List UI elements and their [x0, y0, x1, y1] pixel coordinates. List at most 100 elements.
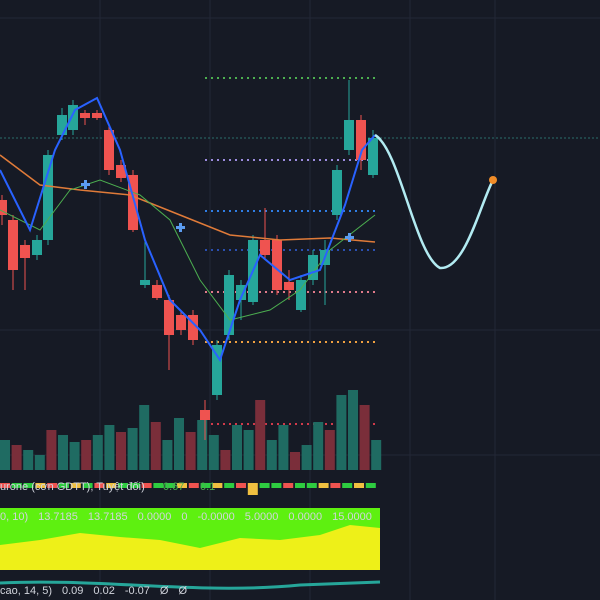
strip-cell — [200, 483, 211, 488]
bottom-row: cao, 14, 5) 0.09 0.02 -0.07 Ø Ø — [0, 585, 187, 597]
volume-bar — [92, 435, 103, 470]
strip-cell — [118, 483, 128, 488]
candle-body — [200, 410, 210, 420]
volume-bar — [301, 445, 312, 470]
panel-area — [0, 525, 380, 570]
strip-cell — [224, 483, 235, 488]
row-value: 0.0000 — [288, 511, 322, 523]
ma-orange — [0, 154, 376, 243]
strip-cell — [342, 483, 353, 488]
row-value: Ø — [178, 585, 187, 597]
strip-cell — [354, 483, 364, 488]
volume — [0, 390, 382, 470]
candle-body — [92, 113, 102, 118]
candle-body — [188, 315, 198, 340]
ma-blue — [0, 96, 376, 363]
strip-cell — [318, 483, 329, 488]
volume-bar — [371, 440, 382, 470]
row-value: 0.02 — [93, 585, 114, 597]
volume-bar — [208, 435, 219, 470]
strip-cell — [247, 483, 258, 495]
candle-body — [224, 275, 234, 335]
volume-bar — [243, 430, 254, 470]
strip-cell — [165, 483, 176, 488]
strip-cell — [295, 483, 305, 488]
volume-bar — [359, 405, 370, 470]
strip-cell — [106, 483, 117, 488]
row-value: 0 — [181, 511, 187, 523]
panel-row: 0, 10) 13.7185 13.7185 0.0000 0 -0.0000 5.0000… — [0, 511, 372, 523]
strip-cell — [177, 483, 187, 488]
strip-cell — [365, 483, 376, 488]
candle-body — [368, 138, 378, 175]
volume-bar — [324, 430, 335, 470]
legend-value: 0.67 — [163, 481, 184, 493]
candle-body — [68, 105, 78, 130]
candle-body — [284, 282, 294, 290]
row-value: 13.7185 — [88, 511, 128, 523]
volume-bar — [11, 445, 22, 470]
volume-bar — [336, 395, 347, 470]
volume-bar — [220, 450, 231, 470]
candle-body — [260, 240, 270, 255]
volume-bar — [185, 432, 196, 470]
candle-body — [176, 315, 186, 330]
volume-bar — [290, 452, 300, 470]
volume-bar — [197, 420, 208, 470]
volume-bar — [127, 428, 138, 470]
strip-cell — [141, 483, 152, 488]
candle-body — [152, 285, 162, 298]
volume-bar — [150, 422, 161, 470]
candle-body — [32, 240, 42, 255]
volume-bar — [116, 432, 126, 470]
strip-cell — [188, 483, 199, 488]
legend-name: urone (cơn GDTT), Tuyệt đối) — [0, 481, 145, 493]
candle-body — [356, 120, 366, 160]
volume-bar — [81, 440, 92, 470]
legend-value: 0.1 — [200, 481, 215, 493]
volume-bar — [69, 442, 80, 470]
candle-body — [80, 113, 90, 118]
volume-bar — [58, 435, 68, 470]
strip-cell — [306, 483, 317, 488]
row-value: -0.07 — [125, 585, 150, 597]
row-value: 0.09 — [62, 585, 83, 597]
strip-cell — [82, 483, 93, 488]
candle-body — [116, 165, 126, 178]
volume-bar — [104, 425, 115, 470]
candle-body — [164, 300, 174, 335]
volume-bar — [313, 422, 324, 470]
candle-body — [344, 120, 354, 150]
strip-cell — [23, 483, 34, 488]
volume-bar — [348, 390, 358, 470]
candle-body — [212, 345, 222, 395]
strip-cell — [236, 483, 246, 488]
strip-cell — [271, 483, 282, 488]
candle-body — [296, 280, 306, 310]
candle-body — [20, 245, 30, 258]
candle-body — [140, 280, 150, 285]
candle-body — [128, 175, 138, 230]
row-value: Ø — [160, 585, 169, 597]
strip-cell — [70, 483, 81, 488]
row-name: cao, 14, 5) — [0, 585, 52, 597]
candle-body — [272, 240, 282, 290]
candle-body — [308, 255, 318, 280]
strip-cell — [283, 483, 294, 488]
strip-cell — [330, 483, 341, 488]
strip-cell — [259, 483, 270, 488]
strip-cell — [59, 483, 69, 488]
strip-cell — [153, 483, 164, 488]
candle-body — [8, 220, 18, 270]
row-value: 0.0000 — [138, 511, 172, 523]
row-value: -0.0000 — [197, 511, 234, 523]
ma-green — [0, 179, 376, 321]
volume-bar — [255, 400, 266, 470]
volume-bar — [139, 405, 150, 470]
bottom-osc — [0, 580, 381, 590]
volume-bar — [0, 440, 10, 470]
levels — [205, 77, 375, 425]
volume-bar — [162, 440, 173, 470]
volume-bar — [46, 430, 57, 470]
